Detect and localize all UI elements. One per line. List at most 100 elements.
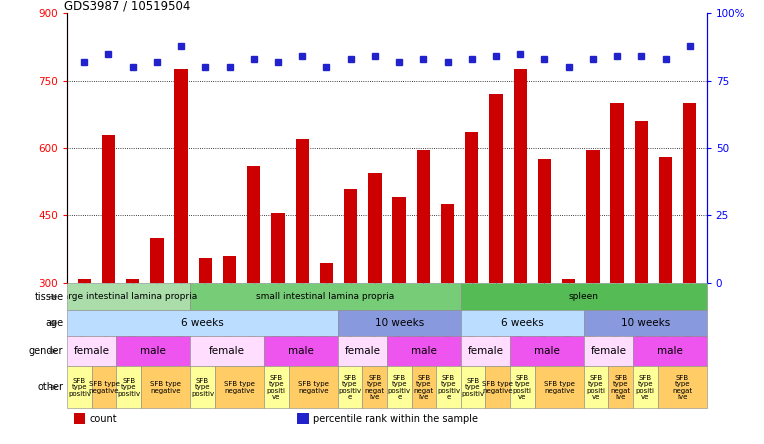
Bar bbox=[510, 336, 584, 366]
Text: count: count bbox=[89, 414, 117, 424]
Bar bbox=[67, 310, 338, 336]
Text: SFB type
negative: SFB type negative bbox=[151, 381, 181, 394]
Text: small intestinal lamina propria: small intestinal lamina propria bbox=[257, 292, 394, 301]
Bar bbox=[199, 258, 212, 417]
Bar bbox=[461, 366, 485, 408]
Text: SFB type
negative: SFB type negative bbox=[482, 381, 513, 394]
Text: spleen: spleen bbox=[568, 292, 599, 301]
Text: SFB
type
positiv: SFB type positiv bbox=[191, 378, 214, 397]
Bar bbox=[513, 69, 527, 417]
Bar bbox=[465, 132, 478, 417]
Bar bbox=[362, 366, 387, 408]
Text: GDS3987 / 10519504: GDS3987 / 10519504 bbox=[64, 0, 190, 12]
Bar bbox=[223, 256, 236, 417]
Text: 6 weeks: 6 weeks bbox=[501, 318, 544, 328]
Bar bbox=[608, 366, 633, 408]
Bar bbox=[344, 189, 358, 417]
Bar bbox=[296, 139, 309, 417]
Bar bbox=[73, 413, 85, 424]
Bar bbox=[190, 283, 461, 310]
Text: SFB
type
positiv: SFB type positiv bbox=[117, 378, 141, 397]
Bar bbox=[635, 121, 648, 417]
Bar bbox=[247, 166, 261, 417]
Bar bbox=[116, 336, 190, 366]
Text: SFB
type
negat
ive: SFB type negat ive bbox=[672, 375, 692, 400]
Text: SFB type
negative: SFB type negative bbox=[89, 381, 119, 394]
Bar bbox=[489, 94, 503, 417]
Bar bbox=[586, 151, 600, 417]
Text: female: female bbox=[591, 346, 626, 356]
Bar bbox=[510, 366, 535, 408]
Bar bbox=[633, 336, 707, 366]
Bar bbox=[538, 159, 551, 417]
Bar bbox=[584, 336, 633, 366]
Bar bbox=[190, 336, 264, 366]
Text: male: male bbox=[657, 346, 683, 356]
Bar bbox=[387, 366, 412, 408]
Text: female: female bbox=[345, 346, 380, 356]
Bar bbox=[535, 366, 584, 408]
Bar bbox=[289, 366, 338, 408]
Bar bbox=[151, 238, 163, 417]
Bar bbox=[102, 135, 115, 417]
Bar bbox=[190, 366, 215, 408]
Bar bbox=[416, 151, 430, 417]
Text: SFB
type
positi
ve: SFB type positi ve bbox=[636, 375, 655, 400]
Bar bbox=[338, 310, 461, 336]
Text: female: female bbox=[468, 346, 503, 356]
Text: SFB
type
negat
ive: SFB type negat ive bbox=[610, 375, 630, 400]
Bar bbox=[412, 366, 436, 408]
Bar bbox=[271, 213, 285, 417]
Text: male: male bbox=[288, 346, 314, 356]
Bar bbox=[461, 310, 584, 336]
Bar bbox=[320, 262, 333, 417]
Bar bbox=[683, 103, 697, 417]
Bar bbox=[461, 283, 707, 310]
Text: SFB
type
positiv
e: SFB type positiv e bbox=[387, 375, 411, 400]
Bar bbox=[116, 366, 141, 408]
Text: SFB
type
positiv: SFB type positiv bbox=[68, 378, 91, 397]
Text: male: male bbox=[141, 346, 167, 356]
Text: percentile rank within the sample: percentile rank within the sample bbox=[313, 414, 478, 424]
Bar bbox=[610, 103, 623, 417]
Bar bbox=[436, 366, 461, 408]
Bar bbox=[393, 198, 406, 417]
Text: SFB
type
positiv
e: SFB type positiv e bbox=[338, 375, 361, 400]
Text: SFB
type
positiv: SFB type positiv bbox=[461, 378, 484, 397]
Bar bbox=[461, 336, 510, 366]
Bar bbox=[562, 279, 575, 417]
Bar bbox=[67, 336, 116, 366]
Text: SFB type
negative: SFB type negative bbox=[298, 381, 329, 394]
Bar bbox=[92, 366, 116, 408]
Text: SFB
type
positi
ve: SFB type positi ve bbox=[587, 375, 606, 400]
Bar bbox=[584, 310, 707, 336]
Bar bbox=[67, 283, 190, 310]
Text: SFB type
negative: SFB type negative bbox=[224, 381, 255, 394]
Bar bbox=[658, 366, 707, 408]
Text: tissue: tissue bbox=[34, 292, 63, 301]
Text: SFB
type
negat
ive: SFB type negat ive bbox=[414, 375, 434, 400]
Text: male: male bbox=[534, 346, 560, 356]
Text: 10 weeks: 10 weeks bbox=[620, 318, 670, 328]
Text: 10 weeks: 10 weeks bbox=[374, 318, 424, 328]
Text: age: age bbox=[45, 318, 63, 328]
Text: 6 weeks: 6 weeks bbox=[181, 318, 224, 328]
Bar bbox=[584, 366, 608, 408]
Bar bbox=[297, 413, 309, 424]
Text: SFB type
negative: SFB type negative bbox=[544, 381, 575, 394]
Text: male: male bbox=[411, 346, 437, 356]
Text: large intestinal lamina propria: large intestinal lamina propria bbox=[60, 292, 197, 301]
Bar bbox=[215, 366, 264, 408]
Bar bbox=[338, 366, 362, 408]
Bar bbox=[264, 366, 289, 408]
Bar bbox=[264, 336, 338, 366]
Bar bbox=[441, 204, 454, 417]
Bar bbox=[387, 336, 461, 366]
Text: other: other bbox=[37, 382, 63, 392]
Text: female: female bbox=[209, 346, 245, 356]
Bar bbox=[126, 279, 139, 417]
Bar bbox=[67, 366, 92, 408]
Bar bbox=[174, 69, 188, 417]
Bar bbox=[77, 279, 91, 417]
Text: female: female bbox=[74, 346, 110, 356]
